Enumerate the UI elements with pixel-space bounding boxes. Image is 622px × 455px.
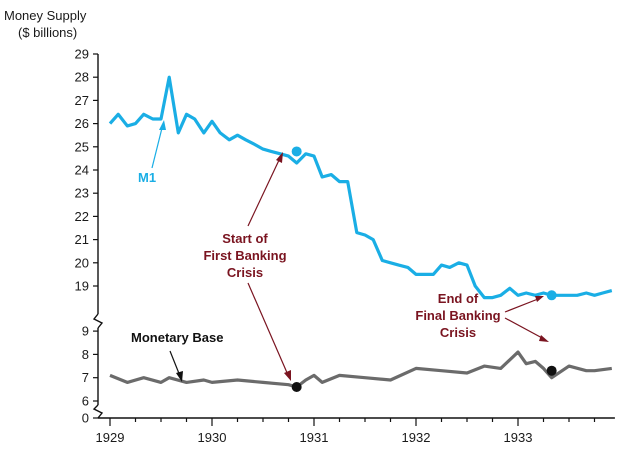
- y-tick-label-upper-25: 25: [75, 139, 89, 154]
- y-tick-label-upper-19: 19: [75, 279, 89, 294]
- m1-line: [108, 75, 613, 300]
- y-tick-label-lower-9: 9: [82, 324, 89, 339]
- monetary-base-line: [109, 350, 613, 389]
- y-tick-label-upper-26: 26: [75, 116, 89, 131]
- y-axis-label-line2: ($ billions): [18, 25, 77, 40]
- x-tick-label-1933: 1933: [504, 430, 533, 445]
- end-crisis-arrow-down: [504, 317, 545, 340]
- y-tick-label-upper-28: 28: [75, 70, 89, 85]
- start-crisis-line3: Crisis: [227, 265, 263, 280]
- y-tick-label-upper-21: 21: [75, 232, 89, 247]
- y-tick-label-lower-0: 0: [82, 411, 89, 426]
- m1-label-arrowhead: [159, 120, 166, 130]
- base-series-label: Monetary Base: [131, 330, 223, 345]
- m1-series-label: M1: [138, 170, 156, 185]
- y-tick-label-upper-29: 29: [75, 47, 89, 62]
- end-crisis-arrowhead-up: [535, 296, 544, 302]
- y-tick-label-upper-27: 27: [75, 93, 89, 108]
- m1-crisis-marker-1: [291, 146, 302, 157]
- end-crisis-arrowhead-down: [539, 335, 549, 342]
- start-crisis-arrow-up: [247, 157, 281, 227]
- base-crisis-marker-1: [291, 382, 302, 393]
- y-axis-break-lower: [92, 404, 104, 419]
- y-tick-label-upper-22: 22: [75, 209, 89, 224]
- y-tick-label-lower-6: 6: [82, 394, 89, 409]
- y-tick-label-lower-7: 7: [82, 370, 89, 385]
- end-crisis-line1: End of: [438, 291, 479, 306]
- y-tick-label-upper-24: 24: [75, 163, 89, 178]
- base-label-arrowhead: [176, 371, 183, 382]
- start-crisis-line1: Start of: [222, 231, 268, 246]
- end-crisis-arrow-up: [504, 298, 539, 313]
- y-axis-label-line1: Money Supply: [4, 8, 87, 23]
- y-tick-label-upper-23: 23: [75, 186, 89, 201]
- start-crisis-arrowhead-up: [276, 152, 283, 163]
- m1-label-arrow: [151, 123, 164, 169]
- y-axis-break-upper: [92, 313, 104, 329]
- end-crisis-line2: Final Banking: [415, 308, 500, 323]
- x-tick-label-1931: 1931: [300, 430, 329, 445]
- tick-marks: 19 20 21 22 23 24 25 26 27 28 29 0 6 7 8 9 1929 1930 1931 1…: [75, 47, 596, 445]
- series-markers: [291, 146, 557, 393]
- start-crisis-arrow-down: [247, 282, 289, 376]
- x-tick-label-1929: 1929: [96, 430, 125, 445]
- series-lines: [108, 75, 613, 389]
- start-crisis-line2: First Banking: [203, 248, 286, 263]
- start-crisis-arrowhead-down: [284, 370, 291, 381]
- y-tick-label-upper-20: 20: [75, 255, 89, 270]
- m1-crisis-marker-2: [546, 290, 557, 301]
- x-tick-label-1930: 1930: [198, 430, 227, 445]
- end-crisis-line3: Crisis: [440, 325, 476, 340]
- y-tick-label-lower-8: 8: [82, 347, 89, 362]
- axes: [92, 54, 615, 419]
- x-tick-label-1932: 1932: [402, 430, 431, 445]
- base-label-arrow: [169, 350, 181, 377]
- base-crisis-marker-2: [546, 365, 557, 376]
